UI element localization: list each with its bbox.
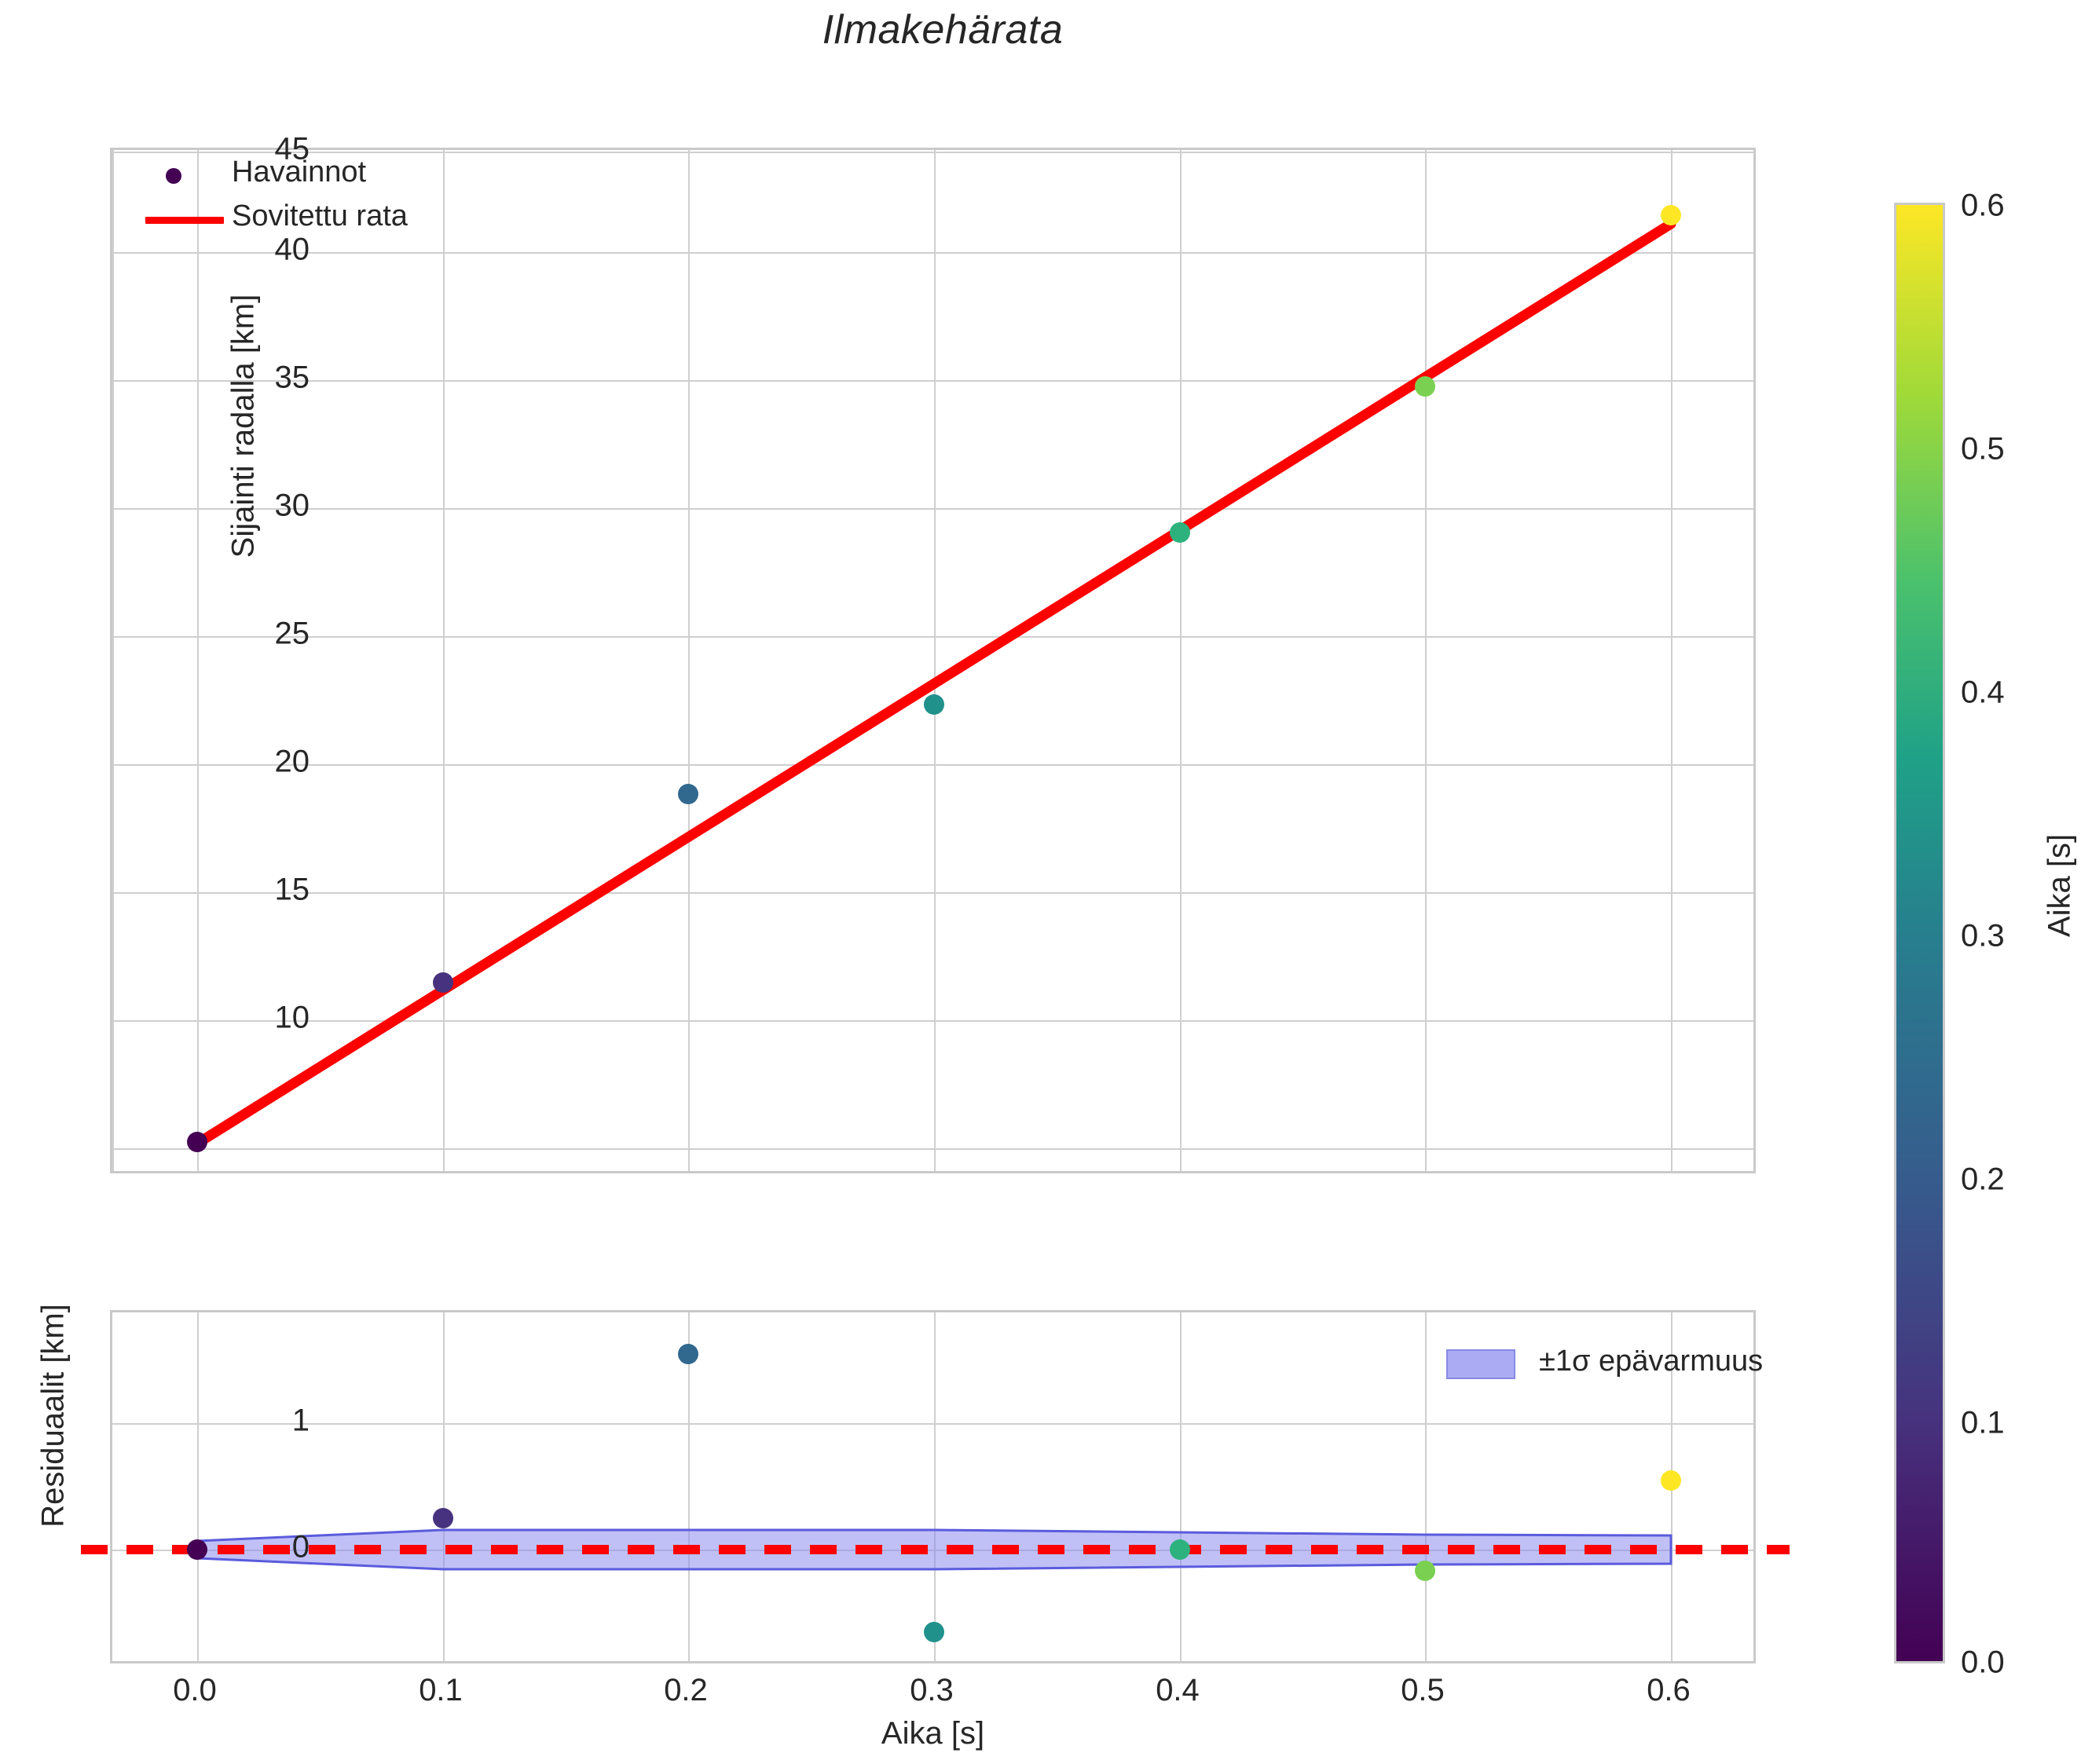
gridline-v xyxy=(1180,150,1182,1171)
gridline-h xyxy=(112,508,1753,510)
gridline-v xyxy=(443,150,445,1171)
main-y-axis-label: Sijainti radalla [km] xyxy=(225,294,261,558)
legend-marker-dot-icon xyxy=(166,168,181,184)
gridline-v xyxy=(934,1312,936,1661)
y-tick-label: 45 xyxy=(274,131,310,167)
legend-label: Sovitettu rata xyxy=(232,199,408,232)
residual-point xyxy=(187,1539,207,1560)
legend-band-swatch-icon xyxy=(1446,1349,1515,1379)
y-tick-label: 1 xyxy=(291,1403,310,1438)
legend-marker-line-icon xyxy=(145,217,224,224)
x-tick-label: 0.1 xyxy=(419,1673,463,1707)
x-tick-label: 0.2 xyxy=(664,1673,708,1707)
gridline-v xyxy=(688,1312,690,1661)
data-point xyxy=(1415,376,1435,397)
fit-line-svg xyxy=(192,218,1676,1149)
gridline-v xyxy=(1425,150,1427,1171)
residual-point xyxy=(433,1508,453,1528)
x-tick-label: 0.5 xyxy=(1401,1673,1445,1707)
legend-label: Havainnot xyxy=(232,156,367,188)
legend-entry-havainnot: Havainnot xyxy=(137,154,467,195)
x-axis-label: Aika [s] xyxy=(881,1716,985,1751)
gridline-v xyxy=(1671,150,1672,1171)
y-tick-label: 40 xyxy=(274,232,310,267)
y-tick-label: 35 xyxy=(274,360,310,395)
gridline-h xyxy=(112,636,1753,638)
colorbar-tick-label: 0.6 xyxy=(1961,188,2005,223)
residual-plot-axes: ±1σ epävarmuus xyxy=(81,1310,1790,1663)
legend-label: ±1σ epävarmuus xyxy=(1539,1345,1764,1378)
gridline-h xyxy=(112,380,1753,382)
colorbar-tick-label: 0.4 xyxy=(1961,675,2005,710)
uncertainty-band xyxy=(196,1528,1672,1571)
fitted-trajectory-line xyxy=(192,218,1676,1149)
gridline-v xyxy=(443,1312,445,1661)
gridline-v xyxy=(688,150,690,1171)
y-tick-label: 25 xyxy=(274,616,310,651)
gridline-v xyxy=(197,150,199,1171)
residual-point xyxy=(1415,1561,1435,1581)
gridline-h xyxy=(112,1423,1753,1425)
data-point xyxy=(1170,522,1190,543)
gridline-v xyxy=(934,150,936,1171)
y-tick-label: 20 xyxy=(274,744,310,779)
gridline-v xyxy=(1180,1312,1182,1661)
colorbar-tick-label: 0.3 xyxy=(1961,918,2005,953)
gridline-h xyxy=(112,764,1753,766)
page-title: Ilmakehärata xyxy=(822,7,1064,53)
gridline-h xyxy=(112,1148,1753,1150)
main-legend: Havainnot Sovitettu rata xyxy=(137,154,467,240)
gridline-h xyxy=(112,892,1753,894)
data-point xyxy=(678,784,698,804)
residual-overlay-svg xyxy=(81,1528,1790,1571)
gridline-v xyxy=(1425,1312,1427,1661)
data-point xyxy=(187,1132,207,1152)
data-point xyxy=(924,694,944,715)
residual-point xyxy=(1170,1539,1190,1560)
legend-entry-sovitettu-rata: Sovitettu rata xyxy=(137,198,467,239)
colorbar-tick-label: 0.1 xyxy=(1961,1405,2005,1440)
x-tick-label: 0.4 xyxy=(1156,1673,1200,1707)
y-tick-label: 10 xyxy=(274,1000,310,1035)
main-plot-axes xyxy=(110,148,1756,1173)
residual-point xyxy=(1661,1470,1681,1491)
residual-point xyxy=(678,1344,698,1364)
gridline-h xyxy=(112,252,1753,254)
colorbar-tick-label: 0.2 xyxy=(1961,1162,2005,1197)
y-tick-label: 0 xyxy=(291,1529,310,1565)
gridline-v xyxy=(197,1312,199,1661)
residual-point xyxy=(924,1622,944,1642)
gridline-h xyxy=(112,1020,1753,1022)
colorbar-tick-label: 0.5 xyxy=(1961,431,2005,467)
colorbar xyxy=(1894,203,1945,1663)
colorbar-label: Aika [s] xyxy=(2042,833,2077,938)
colorbar-tick-label: 0.0 xyxy=(1961,1645,2005,1680)
data-point xyxy=(1661,205,1681,225)
data-point xyxy=(433,972,453,993)
x-tick-label: 0.3 xyxy=(910,1673,954,1707)
y-tick-label: 15 xyxy=(274,872,310,907)
y-tick-label: 30 xyxy=(274,488,310,523)
gridline-h xyxy=(112,152,1753,153)
x-tick-label: 0.0 xyxy=(173,1673,217,1707)
x-tick-label: 0.6 xyxy=(1647,1673,1691,1707)
residual-y-axis-label: Residuaalit [km] xyxy=(35,1304,71,1528)
